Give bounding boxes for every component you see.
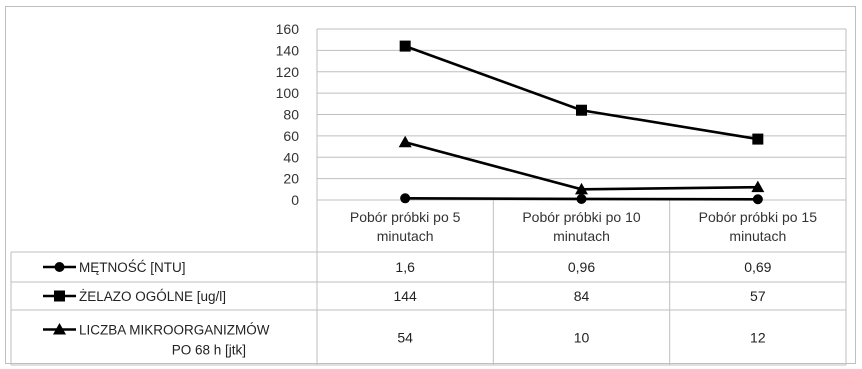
- y-tick-label-0: 0: [291, 192, 299, 208]
- data-point-square-0: [399, 40, 411, 52]
- series-name-circle: MĘTNOŚĆ [NTU]: [79, 260, 186, 275]
- chart-frame: [5, 6, 856, 364]
- data-point-square-1: [576, 104, 587, 116]
- y-tick-label-100: 100: [276, 85, 300, 101]
- table-value-triangle-0: 54: [397, 330, 413, 346]
- legend-marker-square: [54, 290, 65, 302]
- category-label-0-0: Pobór próbki po 5: [350, 209, 461, 225]
- data-point-triangle-1: [575, 182, 588, 195]
- category-label-1-0: Pobór próbki po 10: [522, 209, 641, 225]
- table-value-square-1: 84: [574, 288, 590, 304]
- y-tick-label-80: 80: [283, 107, 299, 123]
- data-point-square-2: [752, 133, 764, 145]
- y-tick-label-40: 40: [283, 149, 299, 165]
- y-tick-label-140: 140: [276, 42, 300, 58]
- table-value-circle-2: 0,69: [744, 259, 771, 275]
- category-label-2-1: minutach: [729, 228, 786, 244]
- category-label-2-0: Pobór próbki po 15: [699, 209, 818, 225]
- y-tick-label-60: 60: [283, 128, 299, 144]
- y-tick-label-160: 160: [276, 21, 300, 37]
- table-value-square-2: 57: [750, 288, 766, 304]
- series-line-triangle: [404, 141, 758, 191]
- data-point-circle-0: [400, 193, 411, 204]
- table-value-circle-1: 0,96: [568, 259, 595, 275]
- series-line-square: [404, 44, 759, 141]
- data-point-triangle-2: [751, 180, 765, 193]
- series-name-triangle-1: PO 68 h [jtk]: [172, 343, 246, 358]
- data-point-circle-2: [752, 194, 763, 205]
- table-value-triangle-1: 10: [574, 330, 590, 346]
- data-point-circle-1: [576, 193, 587, 204]
- table-value-circle-0: 1,6: [395, 259, 415, 275]
- category-label-0-1: minutach: [377, 228, 434, 244]
- series-name-square: ŻELAZO OGÓLNE [ug/l]: [79, 289, 226, 304]
- table-value-triangle-2: 12: [750, 330, 766, 346]
- series-name-triangle-0: LICZBA MIKROORGANIZMÓW: [79, 323, 270, 338]
- legend-marker-circle: [54, 262, 65, 272]
- legend-marker-triangle: [53, 323, 66, 335]
- table-value-square-0: 144: [393, 288, 417, 304]
- data-point-triangle-0: [398, 135, 412, 148]
- y-tick-label-120: 120: [276, 64, 300, 80]
- y-tick-label-20: 20: [283, 171, 299, 187]
- category-label-1-1: minutach: [553, 228, 610, 244]
